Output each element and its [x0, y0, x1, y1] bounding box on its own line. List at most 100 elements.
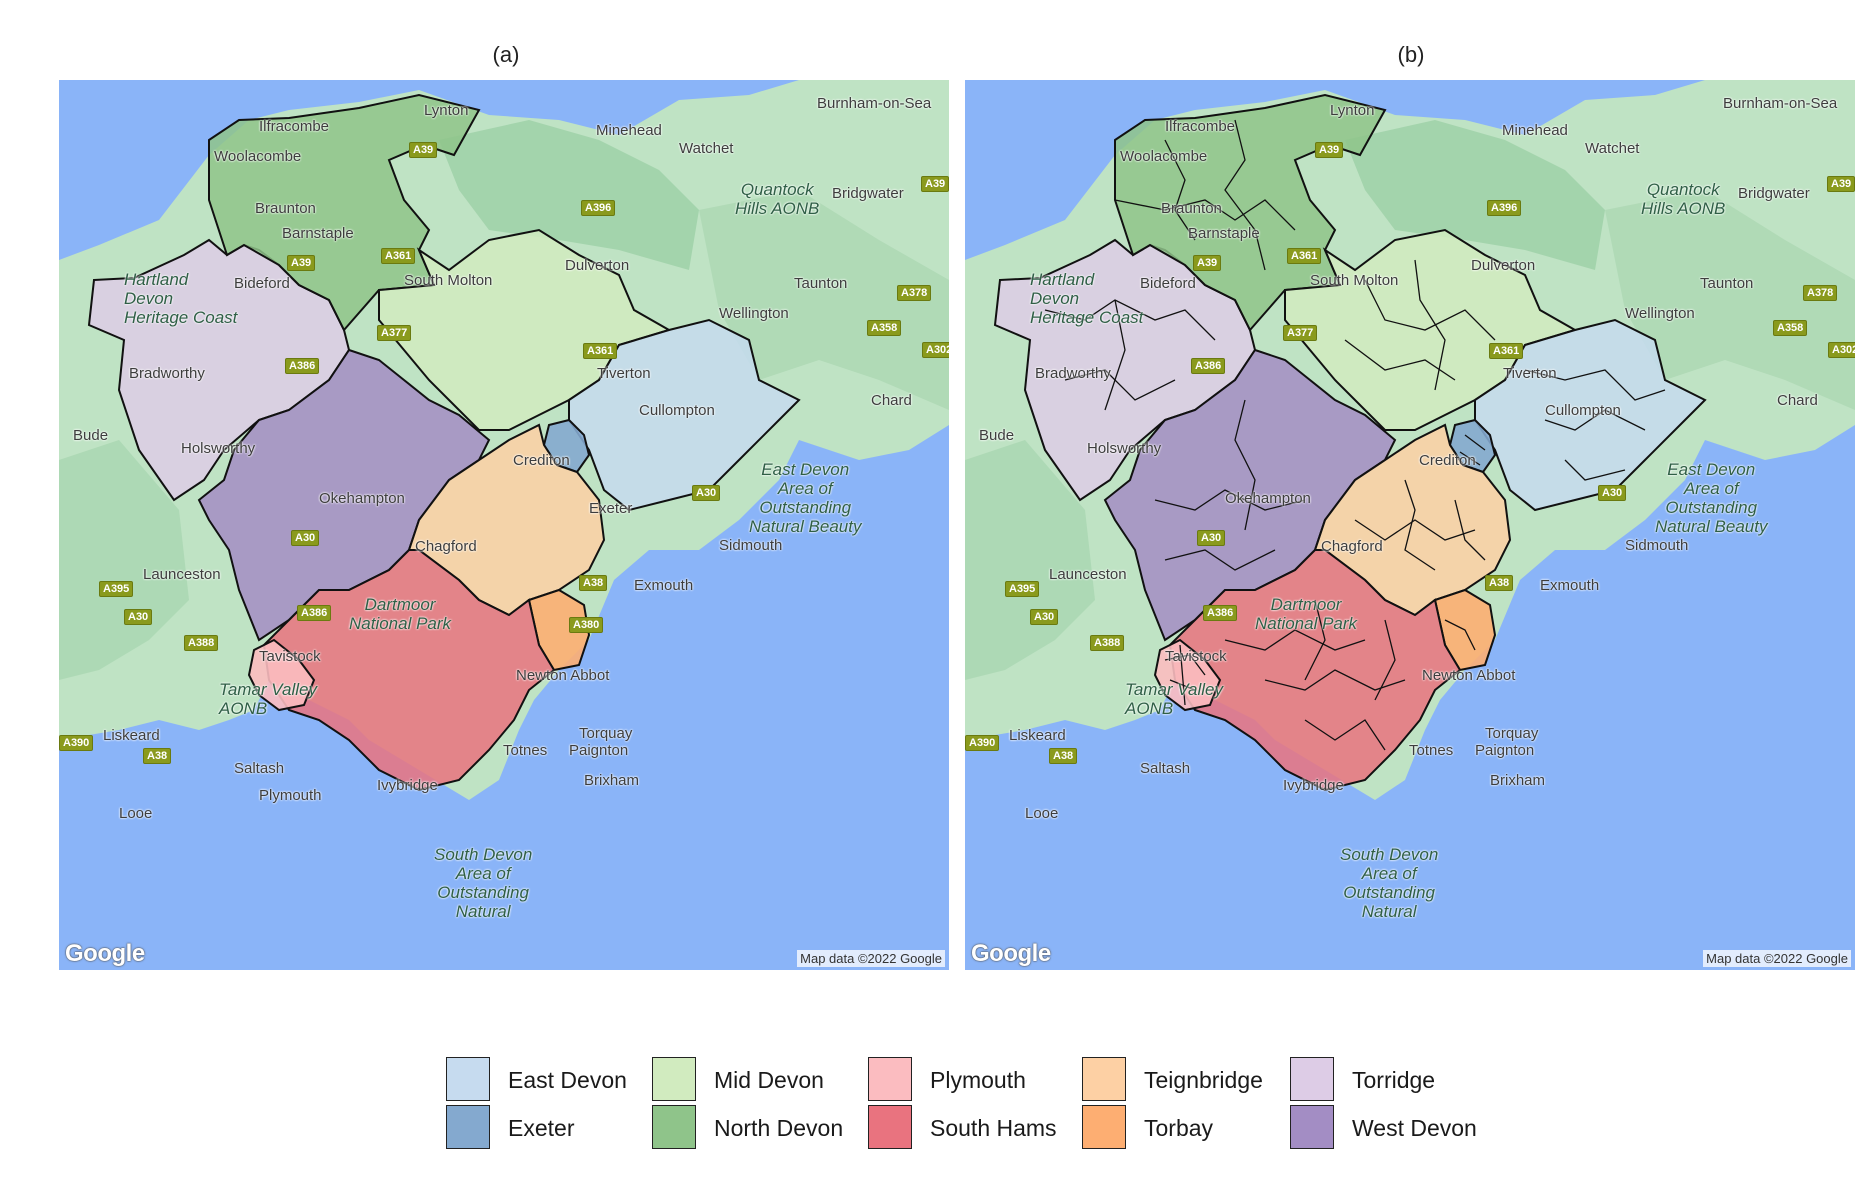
road-shield: A396 — [1487, 200, 1522, 216]
place-label: Crediton — [1419, 452, 1476, 469]
road-shield: A395 — [1005, 581, 1040, 597]
place-label: Looe — [119, 805, 153, 822]
place-label: Braunton — [1161, 200, 1222, 217]
place-label: Okehampton — [1225, 490, 1311, 507]
place-label: Totnes — [1409, 742, 1454, 759]
map-attribution[interactable]: Map data ©2022 Google — [1703, 950, 1851, 967]
place-label: Launceston — [1049, 566, 1127, 583]
legend-swatch — [652, 1105, 696, 1149]
road-shield: A361 — [583, 343, 618, 359]
place-label: East Devon Area of Outstanding Natural Beau… — [1655, 460, 1768, 536]
place-label: Tavistock — [1165, 648, 1227, 665]
map-panel-a[interactable]: Ilfracombe Lynton Minehead Burnham-on-Se… — [59, 80, 949, 970]
road-shield: A361 — [1489, 343, 1524, 359]
road-shield: A388 — [1090, 635, 1125, 651]
legend-label: South Hams — [930, 1115, 1057, 1141]
place-label: Woolacombe — [214, 148, 302, 165]
place-label: Sidmouth — [719, 537, 783, 554]
place-label: South Molton — [1310, 272, 1399, 289]
place-label: Newton Abbot — [1422, 667, 1516, 684]
road-shield: A38 — [143, 748, 172, 764]
road-shield: A30 — [692, 485, 721, 501]
place-label: Exmouth — [1540, 577, 1600, 594]
cornwall-relief — [59, 440, 189, 680]
place-label: Chard — [1777, 392, 1818, 409]
google-logo: Google — [65, 940, 145, 967]
place-label: Watchet — [1585, 140, 1640, 157]
place-label: Minehead — [1502, 122, 1568, 139]
place-label: Quantock Hills AONB — [1641, 180, 1726, 218]
somerset-relief — [1605, 190, 1855, 410]
road-shield: A377 — [377, 325, 412, 341]
road-shield: A378 — [1803, 285, 1838, 301]
place-label: Saltash — [234, 760, 285, 777]
place-label: Quantock Hills AONB — [735, 180, 820, 218]
place-label: Holsworthy — [181, 440, 256, 457]
place-label: Liskeard — [1009, 727, 1066, 744]
map-attribution[interactable]: Map data ©2022 Google — [797, 950, 945, 967]
place-label: Plymouth — [259, 787, 322, 804]
map-panel-b[interactable]: Ilfracombe Lynton Minehead Burnham-on-Se… — [965, 80, 1855, 970]
road-shield: A39 — [1827, 176, 1855, 192]
place-label: Brixham — [1490, 772, 1546, 789]
legend-swatch — [1290, 1057, 1334, 1101]
legend-label: Torridge — [1352, 1067, 1436, 1093]
panel-title-b: (b) — [1397, 42, 1425, 67]
map-canvas — [59, 80, 949, 970]
place-label: Dulverton — [1471, 257, 1536, 274]
place-label: East Devon Area of Outstanding Natural Beau… — [749, 460, 862, 536]
road-shield: A390 — [59, 735, 94, 751]
exmoor-relief — [439, 120, 699, 270]
place-label: Paignton — [1475, 742, 1535, 759]
place-label: Torquay — [1485, 725, 1539, 742]
place-label: Bradworthy — [1035, 365, 1111, 382]
region-north-devon — [1114, 93, 1387, 332]
region-plymouth — [247, 638, 316, 712]
legend-swatch — [868, 1057, 912, 1101]
place-label: Holsworthy — [1087, 440, 1162, 457]
place-label: Lynton — [1330, 102, 1375, 119]
road-shield: A358 — [867, 320, 902, 336]
place-label: Chagford — [1321, 538, 1383, 555]
place-label: Lynton — [424, 102, 469, 119]
place-label: Taunton — [1700, 275, 1754, 292]
map-canvas — [965, 80, 1855, 970]
place-label: Saltash — [1140, 760, 1191, 777]
legend-swatch — [1082, 1057, 1126, 1101]
place-label: Tamar Valley AONB — [219, 680, 317, 718]
place-label: Dulverton — [565, 257, 630, 274]
legend-label: North Devon — [714, 1115, 844, 1141]
road-shield: A302 — [1828, 342, 1855, 358]
place-label: Barnstaple — [1188, 225, 1260, 242]
road-shield: A39 — [287, 255, 316, 271]
road-shield: A30 — [291, 530, 320, 546]
road-shield: A38 — [579, 575, 608, 591]
place-label: Paignton — [569, 742, 629, 759]
place-label: Ivybridge — [377, 777, 438, 794]
place-label: Tavistock — [259, 648, 321, 665]
legend-swatch — [652, 1057, 696, 1101]
ward-boundaries — [1044, 119, 1666, 751]
road-shield: A30 — [124, 609, 153, 625]
place-label: Ivybridge — [1283, 777, 1344, 794]
place-label: Burnham-on-Sea — [817, 95, 932, 112]
place-label: Minehead — [596, 122, 662, 139]
legend-swatch — [868, 1105, 912, 1149]
region-north-devon — [208, 93, 481, 332]
road-shield: A302 — [922, 342, 949, 358]
place-label: Dartmoor National Park — [349, 595, 452, 633]
legend-label: West Devon — [1352, 1115, 1477, 1141]
road-shield: A386 — [1191, 358, 1226, 374]
place-label: Bideford — [1140, 275, 1196, 292]
legend-swatch — [446, 1105, 490, 1149]
road-shield: A39 — [1193, 255, 1222, 271]
legend-swatch — [1290, 1105, 1334, 1149]
place-label: Chard — [871, 392, 912, 409]
road-shield: A30 — [1030, 609, 1059, 625]
road-shield: A396 — [581, 200, 616, 216]
place-label: Bude — [73, 427, 109, 444]
place-label: Exmouth — [634, 577, 694, 594]
place-label: Bridgwater — [832, 185, 904, 202]
road-shield: A39 — [921, 176, 949, 192]
place-label: Tamar Valley AONB — [1125, 680, 1223, 718]
